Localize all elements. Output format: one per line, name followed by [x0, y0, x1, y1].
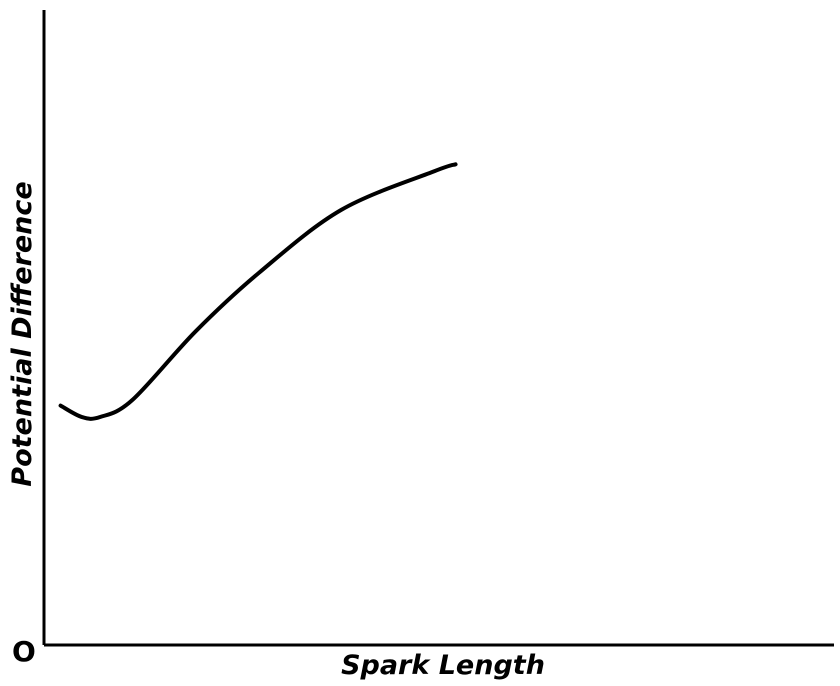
y-axis-label: Potential Difference: [7, 181, 38, 486]
origin-label: O: [12, 635, 36, 668]
x-axis-label: Spark Length: [341, 650, 545, 681]
plot-area: [58, 162, 458, 421]
series-line-0: [58, 162, 458, 421]
